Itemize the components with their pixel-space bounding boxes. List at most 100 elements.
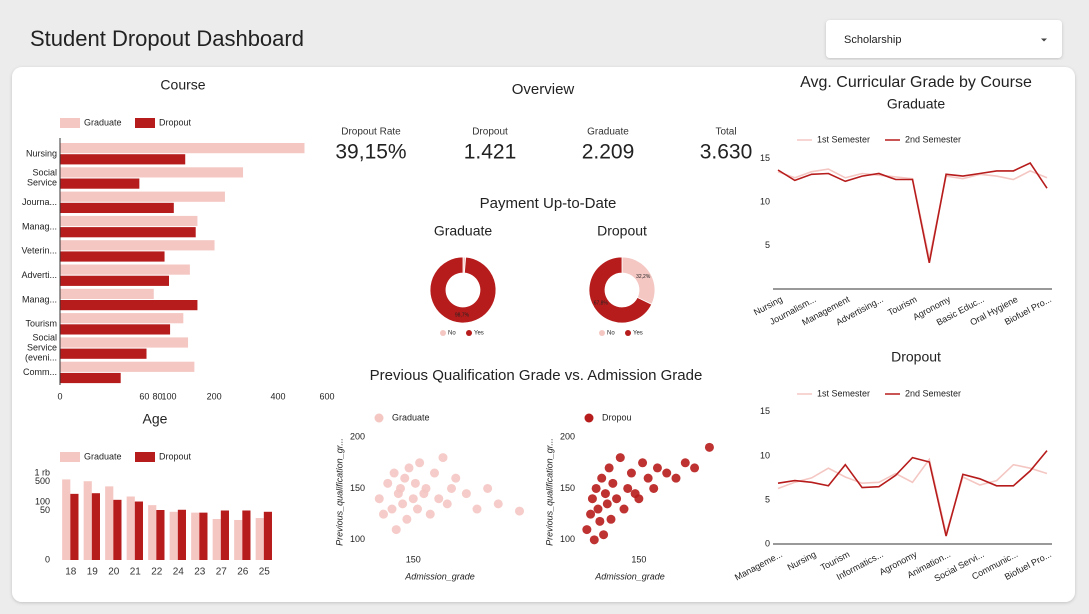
legend-swatch — [625, 330, 631, 336]
x-tick-label: 400 — [270, 391, 285, 401]
scatter-point — [421, 483, 431, 493]
legend-swatch — [135, 452, 155, 462]
kpi-value: 39,15% — [335, 141, 406, 164]
scatter-point — [612, 494, 622, 504]
bar — [177, 509, 186, 560]
line-series — [777, 450, 1048, 537]
scatter-point — [472, 504, 482, 514]
chart-title: Course — [160, 77, 205, 93]
y-tick-label: 100 — [35, 496, 50, 506]
scatter-point — [415, 458, 425, 468]
bar — [60, 324, 171, 335]
x-tick-label: 20 — [108, 567, 120, 578]
bar — [91, 493, 100, 560]
scatter-point — [430, 468, 439, 478]
x-tick-label: 200 — [207, 391, 222, 401]
kpi-label: Graduate — [587, 127, 629, 138]
x-tick-label: 80 — [152, 391, 162, 401]
x-tick-label: 22 — [151, 567, 163, 578]
scatter-point — [662, 468, 672, 478]
bar — [263, 511, 272, 560]
bar — [60, 300, 198, 311]
legend-label: Yes — [633, 331, 643, 337]
scatter-point — [402, 514, 412, 524]
bar — [60, 275, 170, 286]
scatter-point — [619, 504, 629, 514]
bar — [113, 499, 122, 560]
y-tick-label: 150 — [350, 483, 365, 493]
legend-swatch — [60, 118, 80, 128]
y-axis-label: Previous_qualification_gr... — [544, 438, 554, 546]
scatter-point — [593, 504, 603, 514]
filter-label: Scholarship — [844, 34, 901, 46]
x-axis-label: Admission_grade — [404, 571, 475, 581]
scatter-point — [643, 473, 653, 483]
scatter-point — [671, 473, 681, 483]
scatter-point — [425, 509, 435, 519]
bar — [60, 240, 215, 251]
x-axis-label: Admission_grade — [594, 571, 665, 581]
scatter-point — [623, 483, 633, 493]
scatter-point — [602, 499, 612, 509]
filter-dropdown[interactable] — [826, 20, 1062, 58]
kpi-label: Dropout Rate — [341, 127, 401, 138]
legend-label: Dropout — [159, 451, 192, 461]
y-tick-label: 150 — [560, 483, 575, 493]
overview-title: Overview — [512, 81, 575, 98]
bar — [255, 518, 264, 560]
scatter-point — [389, 468, 399, 478]
y-tick-label: 0 — [765, 538, 770, 548]
bar — [234, 519, 243, 560]
bar — [83, 481, 92, 560]
scatter-point — [634, 494, 644, 504]
bar — [169, 511, 178, 560]
y-tick-label: 100 — [350, 534, 365, 544]
bar — [126, 496, 135, 560]
bar — [60, 372, 121, 384]
slice-label: 67,8% — [594, 301, 609, 307]
scatter-point — [604, 463, 614, 473]
scatter-point — [387, 504, 397, 514]
bar — [242, 510, 251, 560]
y-tick-label: Veterin... — [21, 246, 57, 256]
y-tick-label: Journa... — [22, 197, 57, 207]
slice-label: 32,2% — [636, 274, 651, 280]
y-tick-label: 1 rb — [34, 467, 50, 477]
scatter-point — [404, 463, 414, 473]
scatter-point — [408, 494, 418, 504]
scatter-point — [606, 514, 616, 524]
line-series — [777, 161, 1048, 264]
y-tick-label: 500 — [35, 476, 50, 486]
y-tick-label: Tourism — [25, 319, 57, 329]
bar — [199, 512, 208, 560]
legend-swatch — [60, 452, 80, 462]
scatter-point — [413, 504, 422, 514]
bar — [60, 348, 147, 359]
chart-title: Dropout — [891, 349, 941, 365]
scatter-point — [434, 494, 444, 504]
scatter-point — [374, 494, 384, 504]
scatter-point — [595, 516, 605, 526]
dropdown-arrow — [1041, 38, 1047, 42]
bar — [60, 264, 190, 275]
scatter-point — [493, 499, 503, 509]
legend-swatch — [374, 413, 384, 423]
scatter-point — [589, 535, 599, 545]
chart-title: Graduate — [887, 96, 946, 112]
legend-swatch — [466, 330, 472, 336]
donut-slice — [588, 256, 653, 324]
y-tick-label: Adverti... — [21, 270, 57, 280]
scatter-point — [582, 525, 592, 535]
x-tick-label: 27 — [216, 567, 228, 578]
y-tick-label: 200 — [560, 431, 575, 441]
legend-swatch — [135, 118, 155, 128]
y-tick-label: 15 — [760, 153, 770, 163]
bar — [212, 518, 221, 560]
bar — [60, 191, 225, 202]
y-tick-label: Comm... — [23, 367, 57, 377]
dashboard-title: Student Dropout Dashboard — [30, 26, 304, 51]
scatter-point — [461, 489, 471, 499]
bar — [156, 510, 165, 560]
y-tick-label: Manag... — [22, 294, 57, 304]
scatter-point — [608, 478, 618, 488]
